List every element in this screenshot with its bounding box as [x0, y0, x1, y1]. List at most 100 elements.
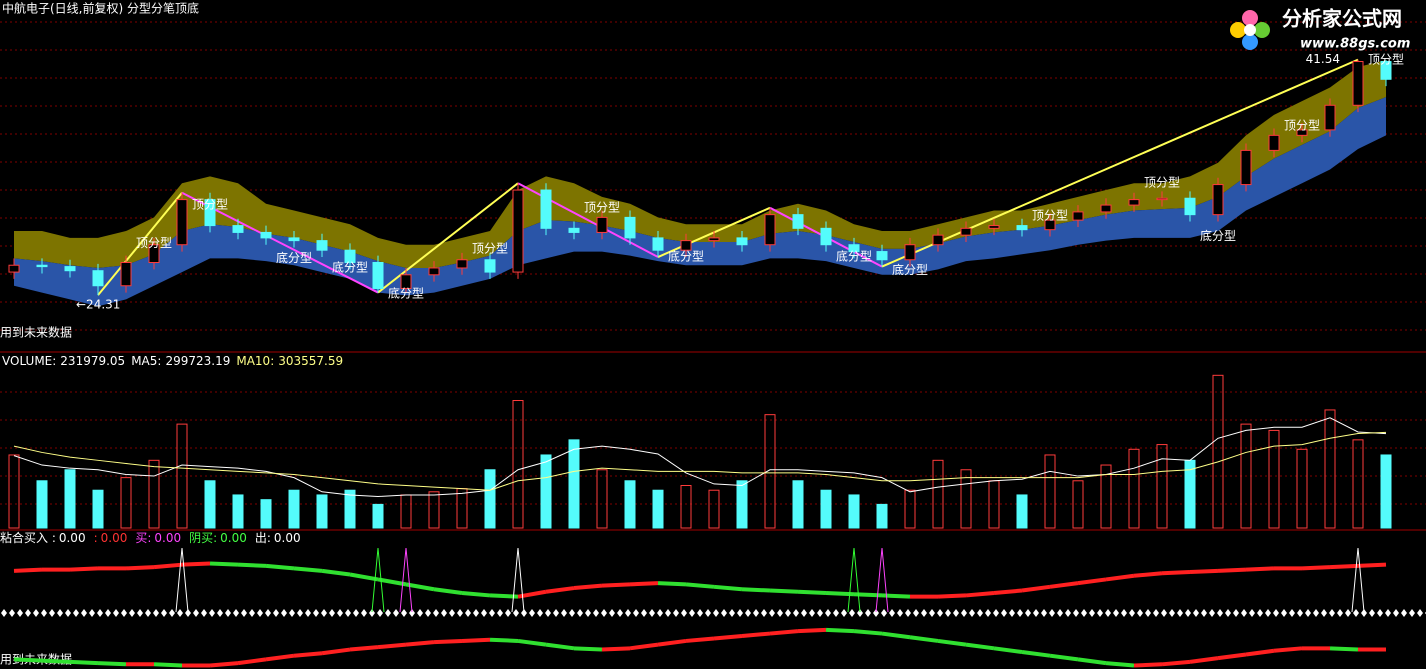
- future-note: 用到未来数据: [0, 325, 72, 340]
- trend-segment: [769, 588, 799, 594]
- candle-body: [64, 266, 76, 272]
- fractal-label: 顶分型: [192, 198, 228, 212]
- candle-body: [204, 199, 216, 227]
- band-area: [14, 97, 1386, 307]
- candle-body: [120, 262, 132, 287]
- fractal-label: 底分型: [1200, 228, 1236, 243]
- ma-line: [13, 431, 1387, 491]
- readout-value: 0.00: [154, 531, 181, 545]
- volume-bar: [680, 485, 692, 529]
- volume-bar: [1016, 494, 1028, 529]
- volume-bar: [1128, 448, 1140, 529]
- volume-bar: [204, 480, 216, 529]
- trend-segment: [293, 651, 323, 658]
- readout-name: 粘合买入 :: [0, 530, 56, 545]
- volume-bar: [148, 459, 160, 529]
- logo-title: 分析家公式网: [1282, 7, 1402, 31]
- trend-segment: [1329, 563, 1359, 570]
- trend-segment: [1189, 568, 1219, 575]
- candle-body: [736, 237, 748, 246]
- fractal-label: 顶分型: [1144, 176, 1180, 190]
- logo-petal: [1242, 10, 1258, 26]
- trend-segment: [97, 661, 127, 667]
- volume-bar: [932, 459, 944, 529]
- candle-body: [932, 234, 944, 246]
- volume-bar: [792, 480, 804, 529]
- trend-segment: [321, 647, 351, 656]
- volume-bar: [1044, 454, 1056, 529]
- fractal-label: 顶分型: [584, 200, 620, 214]
- candle-body: [596, 216, 608, 233]
- logo-center: [1244, 24, 1256, 36]
- trend-segment: [1049, 653, 1079, 662]
- candle-body: [428, 267, 440, 276]
- candle-body: [400, 274, 412, 289]
- volume-bar: [568, 439, 580, 529]
- trend-segment: [461, 590, 491, 598]
- candle-body: [1156, 197, 1168, 201]
- volume-bar: [512, 400, 524, 529]
- candle-body: [1016, 225, 1028, 231]
- trend-segment: [153, 662, 183, 668]
- candle-body: [540, 189, 552, 229]
- candle-body: [316, 240, 328, 251]
- trend-segment: [993, 646, 1023, 654]
- candle-body: [1268, 134, 1280, 151]
- trend-segment: [1273, 646, 1303, 653]
- candle-body: [680, 240, 692, 251]
- trend-segment: [797, 589, 827, 595]
- fractal-label: 底分型: [332, 259, 368, 274]
- trend-segment: [1189, 656, 1219, 664]
- volume-bar: [736, 480, 748, 529]
- volume-bar: [960, 469, 972, 529]
- volume-bar: [92, 489, 104, 529]
- readout-name: MA10:: [236, 354, 274, 368]
- volume-bar: [260, 499, 272, 529]
- trend-segment: [349, 645, 379, 652]
- trend-segment: [825, 627, 855, 634]
- volume-bar: [708, 489, 720, 529]
- trend-segment: [545, 586, 575, 594]
- trend-segment: [1357, 562, 1387, 568]
- trend-segment: [601, 646, 631, 652]
- volume-bar: [484, 469, 496, 529]
- trend-segment: [1021, 650, 1051, 658]
- volume-bar: [372, 503, 384, 529]
- trend-segment: [1217, 652, 1247, 661]
- candle-body: [176, 199, 188, 246]
- readout-name: 出:: [255, 531, 271, 545]
- trend-segment: [265, 653, 295, 662]
- signal-dots: [0, 607, 1426, 619]
- signal-spike: [399, 547, 413, 613]
- trend-segment: [489, 637, 519, 643]
- fractal-label: 顶分型: [1032, 209, 1068, 223]
- candle-body: [456, 259, 468, 269]
- volume-bar: [596, 469, 608, 529]
- trend-segment: [209, 561, 239, 567]
- volume-bar: [316, 494, 328, 529]
- candle-body: [484, 259, 496, 273]
- trend-segment: [237, 657, 267, 666]
- volume-bar: [848, 494, 860, 529]
- fractal-label: 顶分型: [472, 241, 508, 255]
- candle-body: [568, 227, 580, 233]
- trend-segment: [69, 659, 99, 666]
- trend-segment: [321, 568, 351, 577]
- readout-value: 0.00: [220, 531, 247, 545]
- volume-bar: [344, 489, 356, 529]
- trend-segment: [13, 657, 43, 663]
- candle-body: [344, 249, 356, 263]
- candle-body: [624, 216, 636, 239]
- trend-segment: [433, 587, 463, 595]
- candle-body: [904, 244, 916, 261]
- stroke-line: [97, 192, 183, 296]
- readout-name: VOLUME:: [2, 354, 56, 368]
- volume-bar: [652, 489, 664, 529]
- trend-segment: [797, 627, 827, 634]
- trend-segment: [713, 634, 743, 641]
- readout-name: 买:: [135, 531, 151, 545]
- trend-segment: [461, 637, 491, 643]
- trend-segment: [377, 577, 407, 587]
- trend-segment: [769, 629, 799, 636]
- trend-segment: [377, 642, 407, 650]
